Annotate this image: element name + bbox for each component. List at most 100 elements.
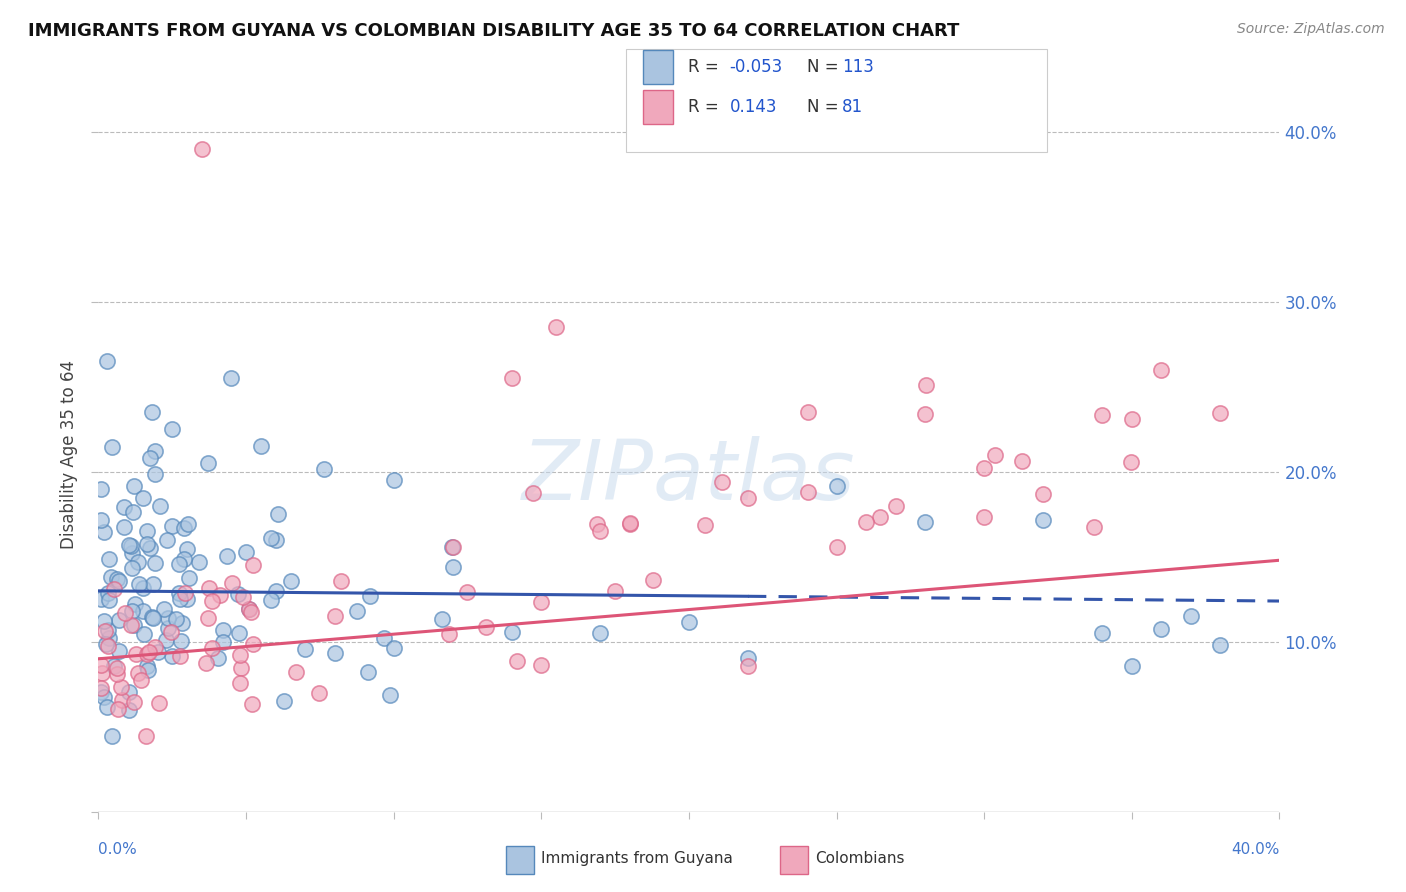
Immigrants from Guyana xyxy=(280,574,302,588)
Immigrants from Guyana xyxy=(141,405,163,419)
Colombians xyxy=(693,517,716,532)
Immigrants from Guyana xyxy=(98,631,121,645)
Immigrants from Guyana xyxy=(121,546,143,560)
Immigrants from Guyana xyxy=(138,541,160,555)
Colombians xyxy=(127,666,149,681)
Colombians xyxy=(201,594,224,608)
Immigrants from Guyana xyxy=(138,664,160,678)
Immigrants from Guyana xyxy=(112,520,135,534)
Colombians xyxy=(242,637,264,651)
Colombians xyxy=(737,659,759,673)
Colombians xyxy=(884,499,907,513)
Colombians xyxy=(143,640,166,654)
Colombians xyxy=(441,541,464,555)
Colombians xyxy=(120,618,142,632)
Immigrants from Guyana xyxy=(143,557,166,571)
Text: Colombians: Colombians xyxy=(815,851,905,865)
Colombians xyxy=(1032,486,1054,500)
Colombians xyxy=(191,142,214,156)
Immigrants from Guyana xyxy=(121,506,143,520)
Text: 0.0%: 0.0% xyxy=(98,842,138,856)
Text: -0.053: -0.053 xyxy=(730,58,783,76)
Colombians xyxy=(125,648,148,662)
Immigrants from Guyana xyxy=(359,589,381,603)
Immigrants from Guyana xyxy=(177,571,200,585)
Immigrants from Guyana xyxy=(155,632,177,647)
Immigrants from Guyana xyxy=(177,517,200,532)
Immigrants from Guyana xyxy=(100,730,122,744)
Immigrants from Guyana xyxy=(105,572,128,586)
Immigrants from Guyana xyxy=(250,439,273,453)
Text: 0.143: 0.143 xyxy=(730,98,778,116)
Colombians xyxy=(160,624,183,639)
Colombians xyxy=(825,540,848,554)
Colombians xyxy=(323,609,346,624)
Colombians xyxy=(238,602,260,616)
Colombians xyxy=(232,590,254,604)
Colombians xyxy=(619,516,641,531)
Immigrants from Guyana xyxy=(98,551,121,566)
Immigrants from Guyana xyxy=(167,558,190,572)
Colombians xyxy=(915,377,938,392)
Immigrants from Guyana xyxy=(132,626,155,640)
Colombians xyxy=(97,640,120,654)
Text: Source: ZipAtlas.com: Source: ZipAtlas.com xyxy=(1237,22,1385,37)
Immigrants from Guyana xyxy=(108,574,131,589)
Text: 81: 81 xyxy=(842,98,863,116)
Immigrants from Guyana xyxy=(357,665,380,680)
Colombians xyxy=(90,657,112,672)
Immigrants from Guyana xyxy=(314,462,336,476)
Colombians xyxy=(174,586,197,600)
Colombians xyxy=(90,665,112,680)
Text: R =: R = xyxy=(688,98,728,116)
Colombians xyxy=(197,611,219,625)
Colombians xyxy=(1083,520,1105,534)
Immigrants from Guyana xyxy=(430,611,453,625)
Immigrants from Guyana xyxy=(176,541,198,556)
Immigrants from Guyana xyxy=(112,500,135,514)
Immigrants from Guyana xyxy=(173,552,195,566)
Immigrants from Guyana xyxy=(501,624,523,639)
Colombians xyxy=(169,648,191,663)
Colombians xyxy=(914,407,936,421)
Immigrants from Guyana xyxy=(139,450,162,465)
Immigrants from Guyana xyxy=(197,456,219,470)
Immigrants from Guyana xyxy=(173,521,195,535)
Immigrants from Guyana xyxy=(156,610,179,624)
Immigrants from Guyana xyxy=(162,422,183,436)
Immigrants from Guyana xyxy=(122,479,145,493)
Immigrants from Guyana xyxy=(96,700,118,714)
Immigrants from Guyana xyxy=(135,537,157,551)
Immigrants from Guyana xyxy=(132,581,155,595)
Immigrants from Guyana xyxy=(382,641,405,656)
Immigrants from Guyana xyxy=(235,544,257,558)
Immigrants from Guyana xyxy=(156,621,179,635)
Colombians xyxy=(869,510,891,524)
Colombians xyxy=(330,574,353,588)
Immigrants from Guyana xyxy=(132,604,155,618)
Immigrants from Guyana xyxy=(97,623,120,637)
Immigrants from Guyana xyxy=(219,371,242,385)
Immigrants from Guyana xyxy=(228,625,250,640)
Colombians xyxy=(506,653,529,667)
Colombians xyxy=(239,605,262,619)
Immigrants from Guyana xyxy=(373,631,395,645)
Immigrants from Guyana xyxy=(148,644,170,658)
Immigrants from Guyana xyxy=(101,441,124,455)
Text: Immigrants from Guyana: Immigrants from Guyana xyxy=(541,851,733,865)
Colombians xyxy=(240,697,263,711)
Colombians xyxy=(1121,455,1143,469)
Colombians xyxy=(797,405,820,419)
Colombians xyxy=(1091,408,1114,422)
Colombians xyxy=(107,701,129,715)
Immigrants from Guyana xyxy=(207,651,229,665)
Colombians xyxy=(855,516,877,530)
Immigrants from Guyana xyxy=(135,659,157,673)
Immigrants from Guyana xyxy=(118,685,141,699)
Immigrants from Guyana xyxy=(264,584,287,599)
Immigrants from Guyana xyxy=(1121,658,1143,673)
Text: ZIPatlas: ZIPatlas xyxy=(522,436,856,516)
Immigrants from Guyana xyxy=(440,540,463,554)
Immigrants from Guyana xyxy=(124,618,146,632)
Immigrants from Guyana xyxy=(1032,513,1054,527)
